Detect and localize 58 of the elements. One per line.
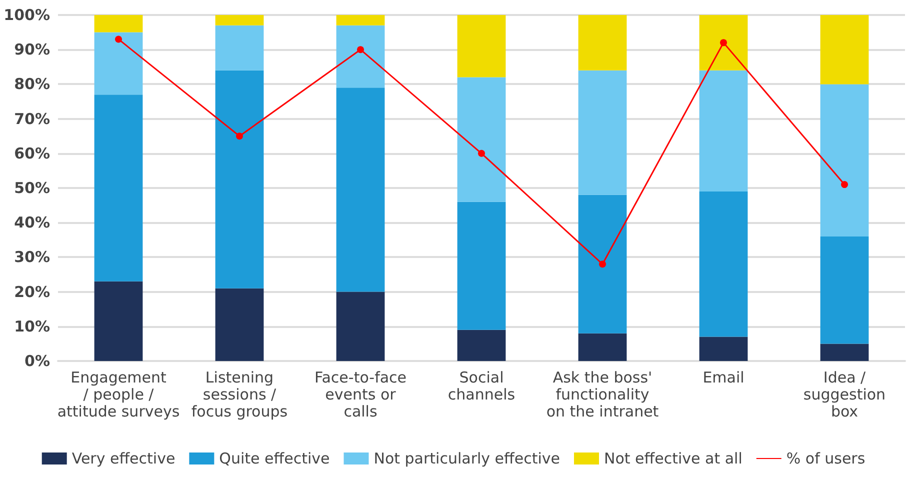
x-tick-label: Ask the boss' functionality on the intranet xyxy=(546,368,659,420)
bar xyxy=(699,15,748,70)
y-tick-label: 90% xyxy=(14,40,50,59)
point xyxy=(115,36,122,43)
bar xyxy=(336,88,385,292)
bar xyxy=(457,330,506,361)
legend-label: % of users xyxy=(786,450,866,468)
bar xyxy=(820,344,869,361)
bar xyxy=(215,15,264,26)
bar xyxy=(578,15,627,70)
bar xyxy=(699,336,748,361)
legend-label: Quite effective xyxy=(219,450,330,468)
bar xyxy=(820,236,869,344)
legend-label: Not effective at all xyxy=(604,450,742,468)
bar xyxy=(457,15,506,78)
bar xyxy=(578,194,627,334)
y-tick-label: 80% xyxy=(14,75,50,94)
legend-label: Very effective xyxy=(72,450,176,468)
y-tick-label: 20% xyxy=(14,282,50,301)
bar xyxy=(457,77,506,202)
bar xyxy=(94,32,143,95)
y-tick-label: 60% xyxy=(14,144,50,162)
point xyxy=(478,150,485,157)
bar xyxy=(699,70,748,192)
point xyxy=(599,260,606,268)
bar xyxy=(94,15,143,32)
x-tick-label: Social channels xyxy=(448,368,516,404)
y-tick-label: 30% xyxy=(14,248,50,266)
bar xyxy=(336,25,385,88)
x-tick-label: Engagement / people / attitude surveys xyxy=(57,368,180,420)
bar xyxy=(699,191,748,337)
bar xyxy=(94,281,143,361)
bar xyxy=(215,25,264,70)
point xyxy=(720,39,727,46)
x-tick-label: Idea / suggestion box xyxy=(803,368,886,420)
x-tick-label: Listening sessions / focus groups xyxy=(191,368,288,420)
y-tick-label: 70% xyxy=(14,110,50,128)
bar xyxy=(336,15,385,26)
bar xyxy=(215,70,264,288)
bar xyxy=(336,292,385,361)
x-tick-label: Email xyxy=(702,368,744,386)
y-tick-label: 10% xyxy=(14,317,50,336)
bar xyxy=(578,333,627,361)
y-tick-label: 100% xyxy=(4,6,50,24)
legend-label: Not particularly effective xyxy=(374,450,560,468)
y-tick-label: 40% xyxy=(14,214,50,232)
x-tick-label: Face-to-face events or calls xyxy=(314,368,407,420)
y-tick-label: 50% xyxy=(14,179,50,197)
bar xyxy=(457,202,506,330)
bar xyxy=(820,15,869,84)
point xyxy=(841,181,848,188)
bar xyxy=(820,84,869,236)
bar xyxy=(215,288,264,361)
point xyxy=(357,46,364,54)
point xyxy=(236,132,243,140)
bar xyxy=(94,94,143,282)
bar xyxy=(578,70,627,195)
y-tick-label: 0% xyxy=(24,352,50,370)
